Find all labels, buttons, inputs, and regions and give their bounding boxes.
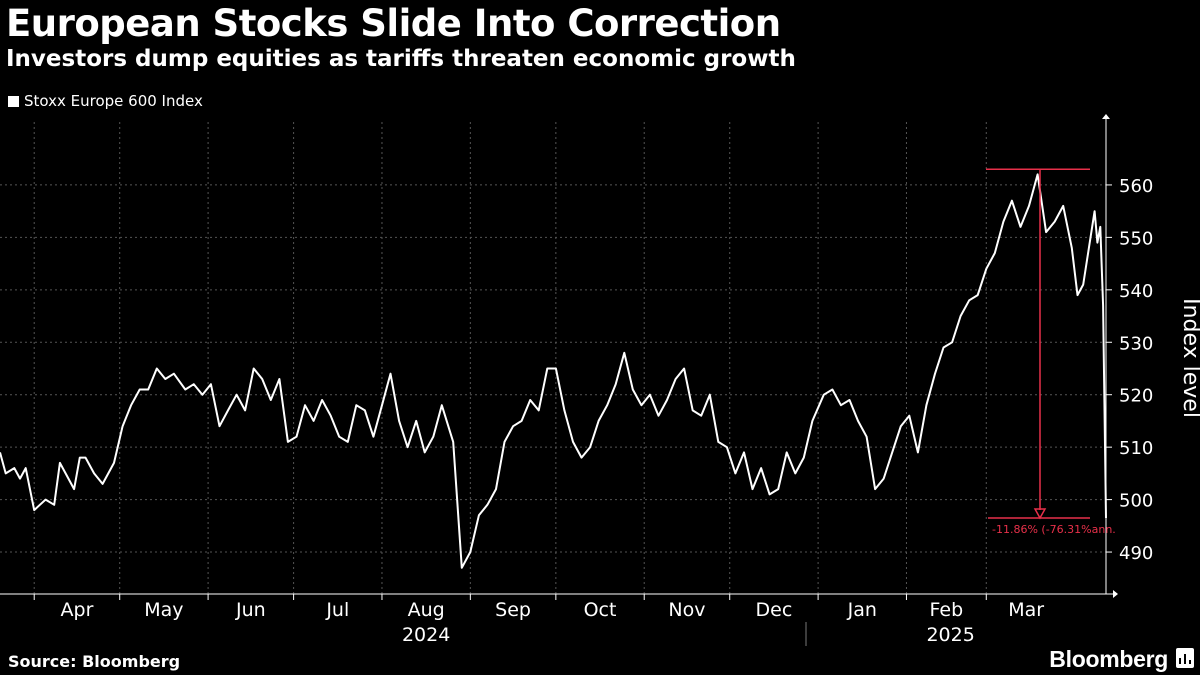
- y-axis-arrow: [1102, 114, 1110, 119]
- x-tick-label: Oct: [584, 599, 617, 621]
- y-tick-label: 500: [1119, 491, 1153, 512]
- source-note: Source: Bloomberg: [8, 652, 181, 671]
- x-year-label: 2024: [402, 624, 450, 646]
- x-tick-label: Apr: [61, 599, 94, 621]
- chart-title: European Stocks Slide Into Correction: [6, 2, 781, 45]
- x-tick-label: Jul: [325, 599, 349, 621]
- x-tick-label: Nov: [668, 599, 705, 621]
- bloomberg-terminal-icon: [1176, 648, 1194, 668]
- y-tick-label: 490: [1119, 543, 1153, 564]
- x-axis-arrow: [1113, 590, 1118, 598]
- legend-label: Stoxx Europe 600 Index: [24, 92, 203, 110]
- y-tick-label: 550: [1119, 228, 1153, 249]
- y-tick-label: 520: [1119, 386, 1153, 407]
- x-tick-label: Jan: [847, 599, 877, 621]
- drawdown-label: -11.86% (-76.31%ann.: [992, 523, 1116, 536]
- series-line-stoxx-600: [0, 173, 1107, 569]
- x-tick-label: Jun: [235, 599, 266, 621]
- x-year-label: 2025: [926, 624, 974, 646]
- y-tick-label: 510: [1119, 438, 1153, 459]
- x-tick-label: Feb: [930, 599, 964, 621]
- legend: Stoxx Europe 600 Index: [8, 92, 203, 110]
- y-tick-label: 560: [1119, 176, 1153, 197]
- chart-subtitle: Investors dump equities as tariffs threa…: [6, 46, 796, 72]
- bloomberg-logo: Bloomberg: [1049, 646, 1168, 672]
- x-tick-label: Aug: [408, 599, 445, 621]
- x-tick-label: Sep: [495, 599, 531, 621]
- x-tick-label: Mar: [1008, 599, 1044, 621]
- y-axis-title: Index level: [1178, 298, 1200, 418]
- drawdown-arrow-head: [1033, 508, 1047, 520]
- y-tick-label: 540: [1119, 281, 1153, 302]
- x-tick-label: Dec: [756, 599, 793, 621]
- y-tick-label: 530: [1119, 333, 1153, 354]
- legend-swatch: [8, 95, 19, 107]
- x-tick-label: May: [144, 599, 183, 621]
